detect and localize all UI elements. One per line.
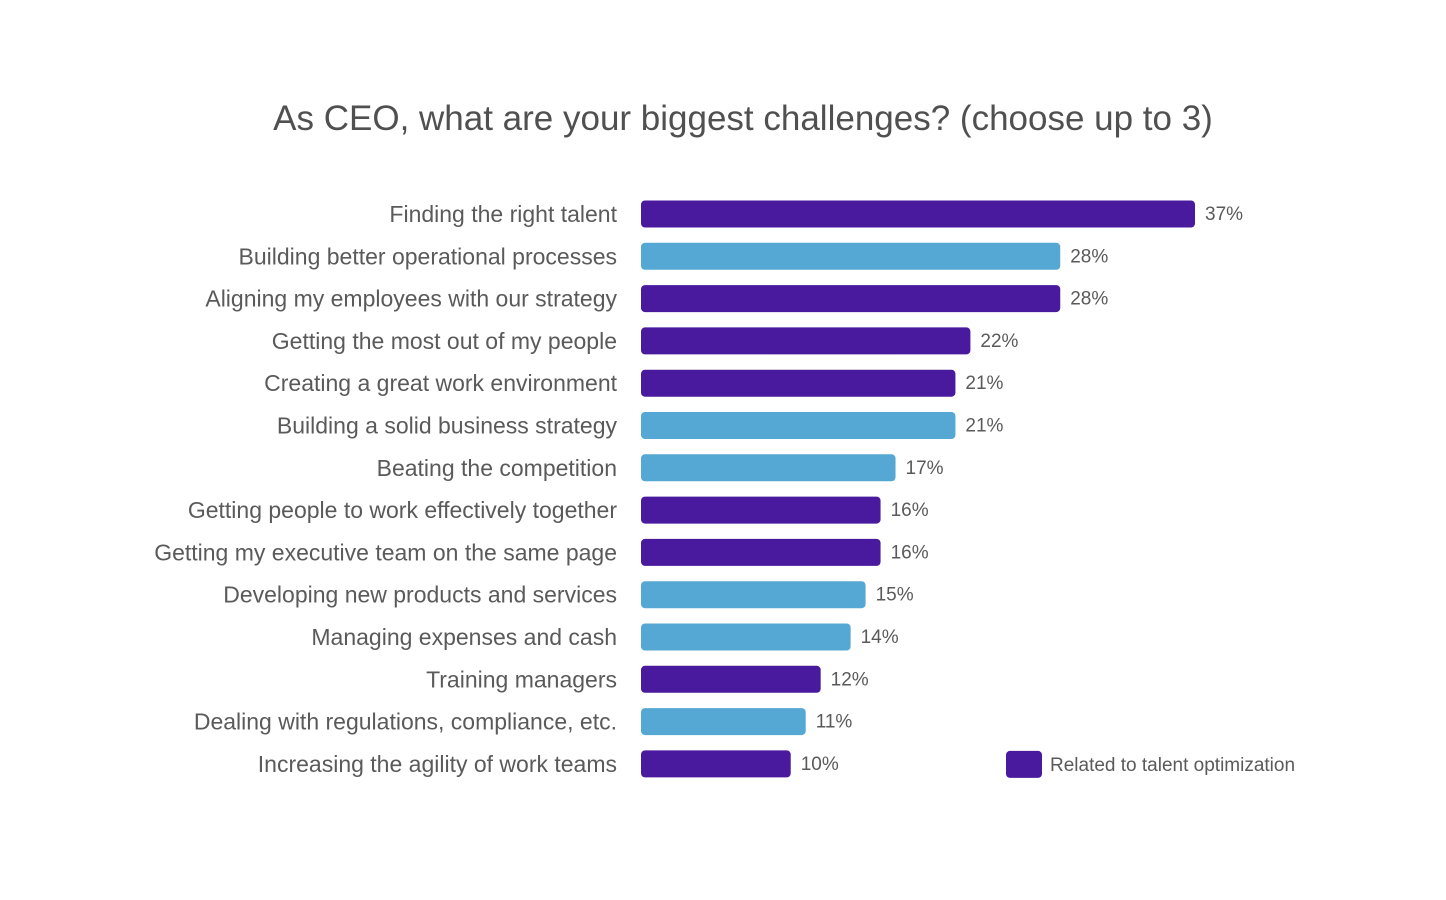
- bar: [641, 496, 881, 524]
- value-label: 12%: [831, 669, 869, 690]
- value-label: 28%: [1070, 246, 1108, 267]
- category-label: Creating a great work environment: [264, 370, 617, 396]
- bars-group: Finding the right talent 37% Building bett…: [154, 200, 1243, 778]
- bar: [641, 454, 896, 482]
- bar: [641, 708, 806, 736]
- value-label: 14%: [861, 627, 899, 648]
- category-label: Managing expenses and cash: [311, 624, 617, 650]
- value-label: 16%: [891, 542, 929, 563]
- category-label: Building a solid business strategy: [277, 413, 618, 439]
- legend-swatch: [1006, 750, 1042, 778]
- bar: [641, 327, 971, 355]
- bar: [641, 538, 881, 566]
- value-label: 21%: [965, 373, 1003, 394]
- bar: [641, 412, 956, 439]
- chart-title: As CEO, what are your biggest challenges…: [273, 99, 1213, 138]
- bar: [641, 369, 956, 397]
- bar: [641, 665, 821, 693]
- bar: [641, 242, 1061, 270]
- bar: [641, 285, 1061, 313]
- category-label: Getting the most out of my people: [272, 328, 617, 354]
- category-label: Increasing the agility of work teams: [258, 751, 617, 777]
- value-label: 10%: [801, 754, 839, 775]
- value-label: 22%: [980, 331, 1018, 352]
- bar: [641, 750, 791, 778]
- category-label: Aligning my employees with our strategy: [205, 286, 617, 312]
- bar: [641, 581, 866, 609]
- category-label: Getting people to work effectively toget…: [188, 497, 618, 523]
- category-label: Training managers: [426, 666, 617, 692]
- bar: [641, 200, 1195, 228]
- value-label: 28%: [1070, 289, 1108, 310]
- legend-label: Related to talent optimization: [1050, 755, 1295, 776]
- value-label: 37%: [1205, 204, 1243, 225]
- category-label: Getting my executive team on the same pa…: [154, 539, 617, 565]
- category-label: Dealing with regulations, compliance, et…: [194, 709, 617, 735]
- bar: [641, 623, 851, 651]
- category-label: Finding the right talent: [389, 201, 617, 227]
- value-label: 17%: [906, 458, 944, 479]
- value-label: 11%: [816, 712, 853, 733]
- value-label: 16%: [891, 500, 929, 521]
- category-label: Building better operational processes: [239, 243, 617, 269]
- legend: Related to talent optimization: [1006, 750, 1295, 778]
- category-label: Developing new products and services: [223, 582, 617, 608]
- value-label: 21%: [965, 416, 1003, 437]
- value-label: 15%: [876, 585, 914, 606]
- category-label: Beating the competition: [377, 455, 617, 481]
